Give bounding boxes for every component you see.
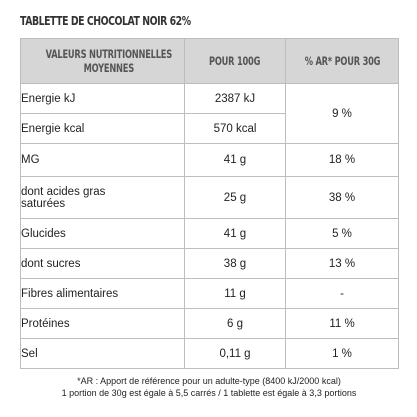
row-value: 11 g <box>184 278 286 309</box>
row-value: 6 g <box>184 308 286 339</box>
table-row: Protéines 6 g 11 % <box>20 308 399 339</box>
row-value: 38 g <box>184 248 286 279</box>
row-ar: 11 % <box>285 308 399 339</box>
row-label: Energie kcal <box>20 113 185 144</box>
table-header-row: VALEURS NUTRITIONNELLES MOYENNES POUR 100… <box>20 38 399 84</box>
row-label: Glucides <box>20 218 185 249</box>
row-value: 25 g <box>184 176 286 219</box>
row-value: 0,11 g <box>184 338 286 369</box>
table-row: Glucides 41 g 5 % <box>20 218 399 249</box>
row-ar: - <box>285 278 399 309</box>
row-value: 41 g <box>184 218 286 249</box>
row-ar: 13 % <box>285 248 399 279</box>
row-value: 570 kcal <box>184 113 286 144</box>
page-title: TABLETTE DE CHOCOLAT NOIR 62% <box>20 14 191 28</box>
table-row: dont sucres 38 g 13 % <box>20 248 399 279</box>
row-ar: 5 % <box>285 218 399 249</box>
row-ar: 38 % <box>285 176 399 219</box>
row-value: 41 g <box>184 143 286 177</box>
footnote-reference: *AR : Apport de référence pour un adulte… <box>77 376 341 386</box>
row-value: 2387 kJ <box>184 83 286 114</box>
row-label: Fibres alimentaires <box>20 278 185 309</box>
row-ar: 1 % <box>285 338 399 369</box>
table-row: MG 41 g 18 % <box>20 143 399 177</box>
header-nutritional-values: VALEURS NUTRITIONNELLES MOYENNES <box>20 38 185 84</box>
header-ar-per-30g: % AR* POUR 30G <box>285 38 399 84</box>
row-ar: 18 % <box>285 143 399 177</box>
footnote-portion: 1 portion de 30g est égale à 5,5 carrés … <box>61 388 357 398</box>
table-row: dont acides gras saturées 25 g 38 % <box>20 176 399 219</box>
footnote: *AR : Apport de référence pour un adulte… <box>20 375 398 399</box>
row-label: dont acides gras saturées <box>20 176 185 219</box>
row-label: Protéines <box>20 308 185 339</box>
row-label: dont sucres <box>20 248 185 279</box>
row-ar: 9 % <box>285 83 399 144</box>
table-row: Energie kJ 2387 kJ 9 % <box>20 83 399 144</box>
table-row: Sel 0,11 g 1 % <box>20 338 399 369</box>
row-label: Energie kJ <box>20 83 185 114</box>
row-label: Sel <box>20 338 185 369</box>
table-row: Fibres alimentaires 11 g - <box>20 278 399 309</box>
header-per-100g: POUR 100G <box>184 38 286 84</box>
row-label: MG <box>20 143 185 177</box>
nutrition-table: VALEURS NUTRITIONNELLES MOYENNES POUR 100… <box>20 38 399 369</box>
table-row: Energie kcal 570 kcal <box>20 113 399 144</box>
